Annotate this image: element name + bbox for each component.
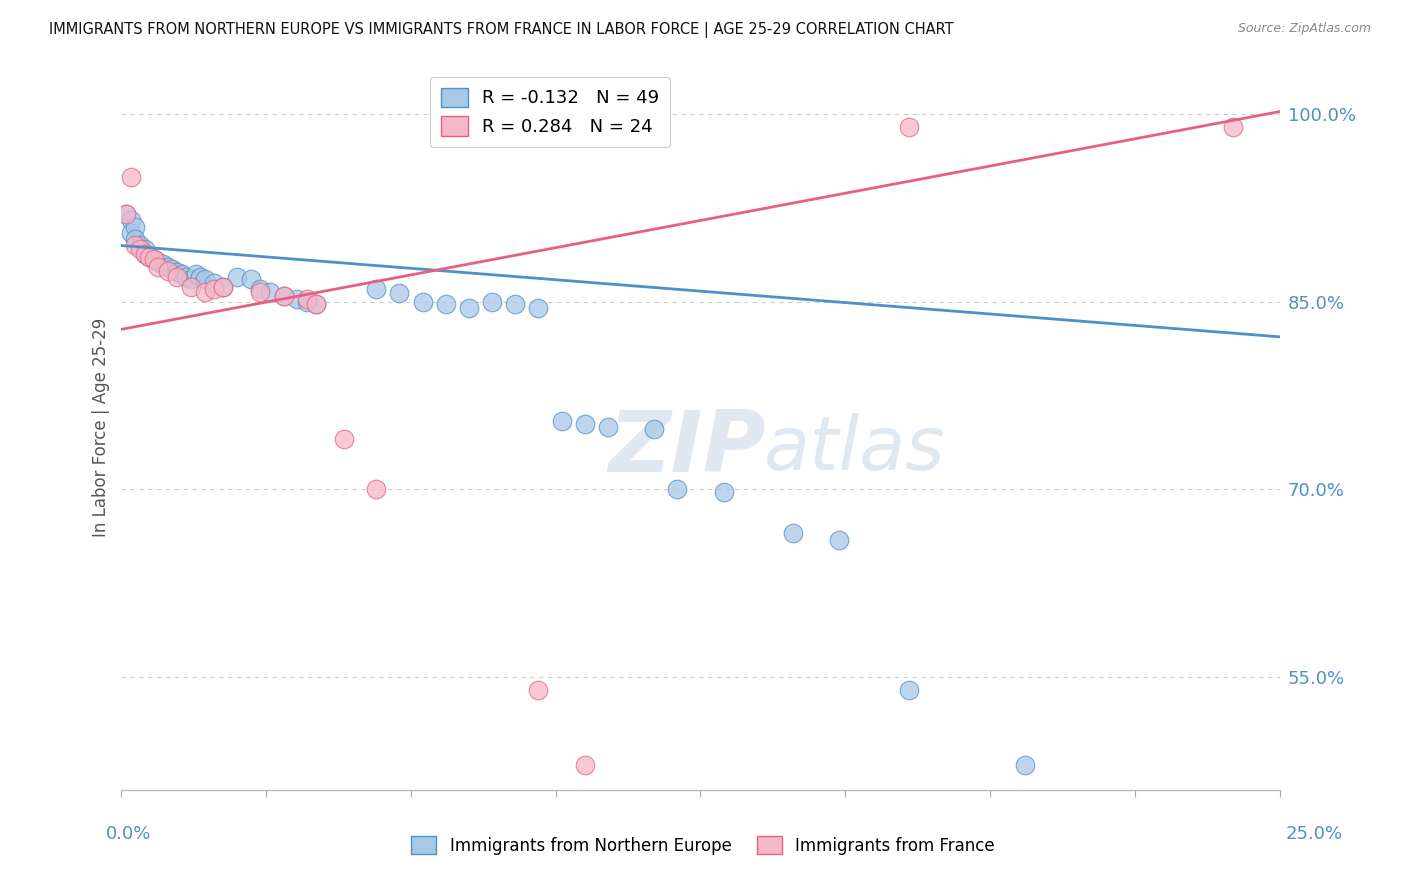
Point — [188, 269, 211, 284]
Point — [166, 269, 188, 284]
Point — [162, 262, 184, 277]
Point — [457, 301, 479, 315]
Point — [124, 232, 146, 246]
Point — [212, 280, 235, 294]
Point — [666, 483, 689, 497]
Point — [115, 207, 138, 221]
Point — [596, 420, 619, 434]
Point — [550, 414, 572, 428]
Text: atlas: atlas — [765, 413, 946, 484]
Point — [170, 267, 193, 281]
Point — [412, 294, 434, 309]
Point — [1014, 757, 1036, 772]
Point — [305, 297, 328, 311]
Point — [643, 422, 665, 436]
Point — [388, 286, 411, 301]
Point — [138, 250, 160, 264]
Point — [194, 272, 217, 286]
Point — [366, 483, 388, 497]
Point — [120, 213, 142, 227]
Point — [202, 282, 225, 296]
Point — [782, 526, 804, 541]
Point — [194, 285, 217, 299]
Text: 25.0%: 25.0% — [1285, 825, 1343, 843]
Legend: R = -0.132   N = 49, R = 0.284   N = 24: R = -0.132 N = 49, R = 0.284 N = 24 — [430, 77, 671, 147]
Text: IMMIGRANTS FROM NORTHERN EUROPE VS IMMIGRANTS FROM FRANCE IN LABOR FORCE | AGE 2: IMMIGRANTS FROM NORTHERN EUROPE VS IMMIG… — [49, 22, 953, 38]
Point — [828, 533, 851, 547]
Point — [713, 485, 735, 500]
Point — [129, 238, 152, 252]
Point — [249, 282, 271, 296]
Point — [366, 282, 388, 296]
Point — [273, 288, 295, 302]
Point — [481, 294, 503, 309]
Point — [174, 269, 197, 284]
Point — [527, 682, 550, 697]
Point — [249, 285, 271, 299]
Point — [295, 294, 318, 309]
Text: 0.0%: 0.0% — [105, 825, 150, 843]
Point — [184, 267, 207, 281]
Point — [156, 260, 179, 274]
Point — [120, 169, 142, 184]
Legend: Immigrants from Northern Europe, Immigrants from France: Immigrants from Northern Europe, Immigra… — [405, 830, 1001, 862]
Point — [180, 272, 202, 286]
Point — [134, 242, 156, 256]
Point — [212, 280, 235, 294]
Point — [124, 219, 146, 234]
Point — [434, 297, 457, 311]
Point — [897, 120, 920, 134]
Point — [574, 417, 596, 432]
Point — [503, 297, 526, 311]
Point — [527, 301, 550, 315]
Point — [897, 682, 920, 697]
Point — [273, 288, 295, 302]
Point — [574, 757, 596, 772]
Point — [240, 272, 263, 286]
Text: ZIP: ZIP — [607, 407, 765, 491]
Point — [142, 252, 165, 267]
Point — [148, 260, 170, 274]
Point — [148, 254, 170, 268]
Point — [124, 238, 146, 252]
Point — [138, 250, 160, 264]
Point — [287, 293, 309, 307]
Point — [180, 280, 202, 294]
Point — [129, 242, 152, 256]
Point — [142, 252, 165, 267]
Point — [259, 285, 281, 299]
Point — [115, 207, 138, 221]
Point — [202, 276, 225, 290]
Point — [134, 247, 156, 261]
Y-axis label: In Labor Force | Age 25-29: In Labor Force | Age 25-29 — [93, 318, 110, 537]
Point — [166, 265, 188, 279]
Point — [333, 433, 356, 447]
Point — [295, 293, 318, 307]
Point — [156, 263, 179, 277]
Point — [1222, 120, 1244, 134]
Point — [134, 247, 156, 261]
Point — [226, 269, 249, 284]
Point — [152, 257, 174, 271]
Point — [120, 226, 142, 240]
Text: Source: ZipAtlas.com: Source: ZipAtlas.com — [1237, 22, 1371, 36]
Point — [305, 297, 328, 311]
